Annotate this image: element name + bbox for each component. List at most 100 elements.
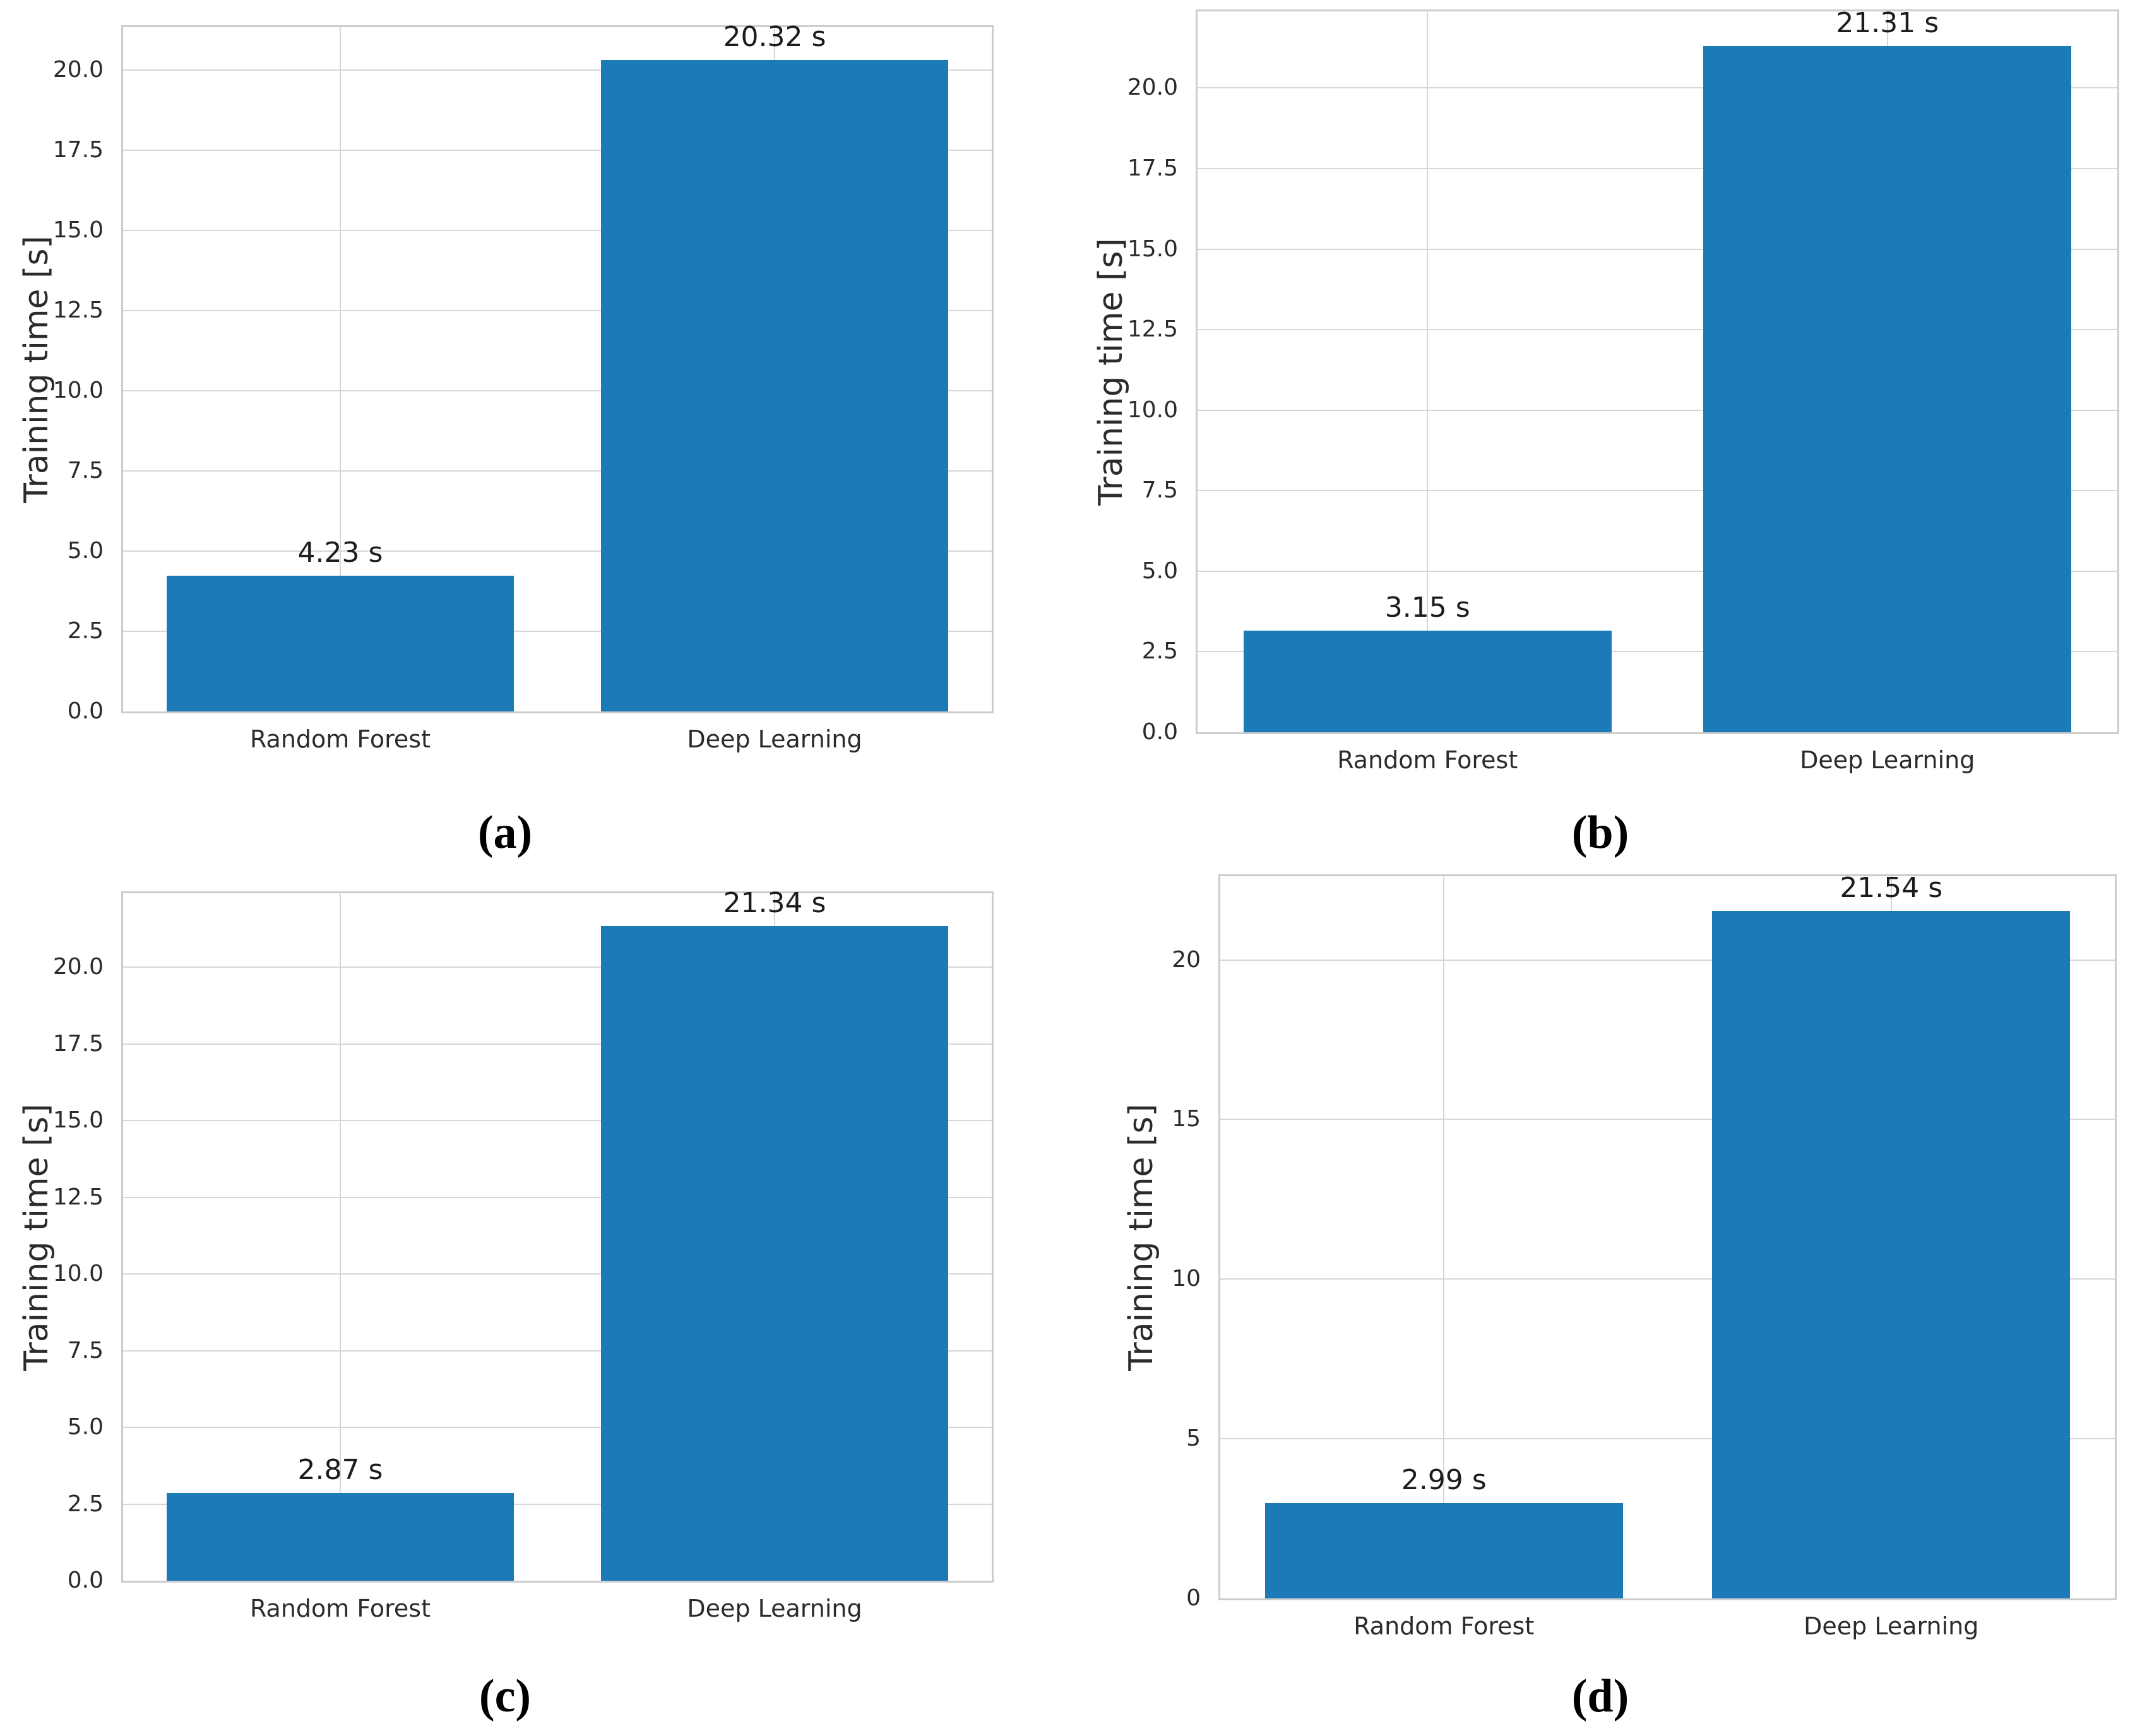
h-gridline xyxy=(123,1350,992,1352)
bar-value-label: 3.15 s xyxy=(1384,592,1470,624)
h-gridline xyxy=(123,1120,992,1122)
y-tick-label: 7.5 xyxy=(67,1337,104,1364)
subfigure-caption-a: (a) xyxy=(477,807,533,859)
y-tick-label: 17.5 xyxy=(52,137,104,163)
y-tick-label: 5.0 xyxy=(67,1414,104,1441)
h-gridline xyxy=(1198,87,2117,89)
plot-area-c: 2.87 s 21.34 s xyxy=(121,887,994,1583)
h-gridline xyxy=(123,69,992,71)
x-tick-label: Random Forest xyxy=(249,1595,431,1622)
v-gridline xyxy=(1427,11,1429,732)
y-tick-label: 2.5 xyxy=(67,618,104,644)
x-tick-label: Random Forest xyxy=(1337,746,1518,774)
plot-area-b: 3.15 s 21.31 s xyxy=(1196,9,2119,734)
bar-value-label: 4.23 s xyxy=(297,537,383,569)
y-tick-label: 20 xyxy=(1172,946,1201,973)
bar-deep-learning xyxy=(600,926,949,1581)
subfigure-caption-c: (c) xyxy=(479,1670,532,1722)
y-axis-label: Training time [s] xyxy=(1122,1103,1160,1371)
y-tick-label: 7.5 xyxy=(1141,477,1178,504)
h-gridline xyxy=(1198,651,2117,653)
y-tick-label: 20.0 xyxy=(1127,74,1178,101)
x-tick-label: Random Forest xyxy=(249,725,431,753)
h-gridline xyxy=(1198,570,2117,572)
v-gridline xyxy=(1443,876,1445,1598)
h-gridline xyxy=(123,470,992,472)
x-tick-label: Random Forest xyxy=(1353,1612,1535,1640)
y-tick-label: 0 xyxy=(1186,1585,1201,1611)
bar-value-label: 2.99 s xyxy=(1401,1463,1487,1496)
y-tick-label: 5.0 xyxy=(1141,557,1178,584)
y-tick-label: 20.0 xyxy=(52,57,104,83)
y-tick-label: 12.5 xyxy=(1127,316,1178,343)
plot-area-d: 2.99 s 21.54 s xyxy=(1218,874,2117,1600)
h-gridline xyxy=(1220,1438,2115,1440)
bar-value-label: 21.54 s xyxy=(1840,871,1943,904)
y-axis-label: Training time [s] xyxy=(18,1103,56,1371)
y-tick-label: 0.0 xyxy=(67,1567,104,1593)
y-tick-label: 5.0 xyxy=(67,538,104,564)
subfigure-caption-d: (d) xyxy=(1571,1670,1629,1722)
h-gridline xyxy=(1198,329,2117,331)
y-tick-label: 15.0 xyxy=(52,217,104,244)
y-tick-label: 15.0 xyxy=(1127,235,1178,262)
h-gridline xyxy=(123,1043,992,1045)
y-tick-label: 7.5 xyxy=(67,458,104,484)
x-tick-label: Deep Learning xyxy=(687,725,862,753)
y-tick-label: 17.5 xyxy=(52,1030,104,1057)
x-tick-label: Deep Learning xyxy=(687,1595,862,1622)
x-tick-label: Deep Learning xyxy=(1800,746,1975,774)
x-tick-label: Deep Learning xyxy=(1804,1612,1979,1640)
y-tick-label: 5 xyxy=(1186,1425,1201,1452)
h-gridline xyxy=(123,390,992,392)
h-gridline xyxy=(123,1427,992,1429)
h-gridline xyxy=(123,230,992,232)
y-tick-label: 0.0 xyxy=(1141,719,1178,745)
y-tick-label: 12.5 xyxy=(52,297,104,324)
bar-value-label: 21.31 s xyxy=(1836,6,1939,39)
v-gridline xyxy=(340,27,341,711)
bar-random-forest xyxy=(1243,631,1612,732)
h-gridline xyxy=(1198,409,2117,411)
y-tick-label: 20.0 xyxy=(52,954,104,980)
bar-deep-learning xyxy=(1703,45,2072,732)
bar-random-forest xyxy=(166,1492,514,1581)
h-gridline xyxy=(1198,168,2117,170)
y-tick-label: 12.5 xyxy=(52,1184,104,1210)
h-gridline xyxy=(123,966,992,968)
y-tick-label: 15 xyxy=(1172,1106,1201,1133)
bar-deep-learning xyxy=(1712,910,2071,1598)
bar-random-forest xyxy=(166,576,514,711)
h-gridline xyxy=(1198,248,2117,250)
y-tick-label: 15.0 xyxy=(52,1107,104,1134)
subfigure-caption-b: (b) xyxy=(1571,807,1629,859)
plot-area-a: 4.23 s 20.32 s xyxy=(121,20,994,713)
h-gridline xyxy=(1198,490,2117,492)
y-tick-label: 2.5 xyxy=(67,1490,104,1517)
y-tick-label: 10.0 xyxy=(1127,396,1178,423)
v-gridline xyxy=(340,893,341,1581)
h-gridline xyxy=(123,1273,992,1275)
h-gridline xyxy=(123,150,992,152)
bar-deep-learning xyxy=(600,59,949,711)
y-tick-label: 0.0 xyxy=(67,698,104,724)
bar-value-label: 20.32 s xyxy=(723,20,826,53)
bar-value-label: 2.87 s xyxy=(297,1453,383,1486)
y-tick-label: 2.5 xyxy=(1141,638,1178,665)
y-axis-label: Training time [s] xyxy=(1092,238,1130,506)
h-gridline xyxy=(1220,959,2115,961)
h-gridline xyxy=(1220,1119,2115,1121)
h-gridline xyxy=(123,1503,992,1505)
y-tick-label: 10 xyxy=(1172,1266,1201,1292)
bar-value-label: 21.34 s xyxy=(723,887,826,919)
h-gridline xyxy=(123,310,992,312)
y-tick-label: 10.0 xyxy=(52,1261,104,1287)
h-gridline xyxy=(123,631,992,633)
h-gridline xyxy=(123,550,992,552)
h-gridline xyxy=(123,1196,992,1198)
bar-random-forest xyxy=(1264,1502,1623,1598)
y-tick-label: 10.0 xyxy=(52,378,104,404)
h-gridline xyxy=(1220,1278,2115,1280)
y-tick-label: 17.5 xyxy=(1127,155,1178,181)
